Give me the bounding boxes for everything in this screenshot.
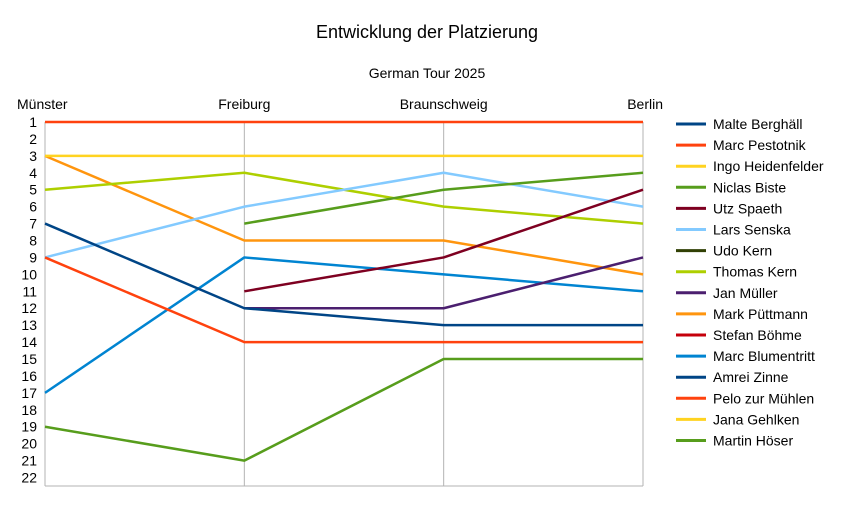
series-line (44, 222, 643, 327)
legend-label: Marc Pestotnik (713, 137, 807, 153)
y-tick-label: 4 (29, 165, 37, 181)
x-tick-label: Münster (17, 96, 68, 112)
legend-label: Ingo Heidenfelder (713, 158, 824, 174)
series-line (244, 188, 644, 293)
legend-label: Pelo zur Mühlen (713, 390, 814, 406)
y-tick-label: 20 (21, 436, 37, 452)
legend-label: Malte Berghäll (713, 116, 803, 132)
legend-label: Udo Kern (713, 243, 772, 259)
y-tick-label: 1 (29, 114, 37, 130)
legend-label: Amrei Zinne (713, 369, 789, 385)
series-line (44, 357, 643, 462)
y-tick-label: 21 (21, 453, 37, 469)
axes: Münster Freiburg Braunschweig Berlin1234567… (17, 96, 663, 486)
legend-label: Lars Senska (713, 222, 791, 238)
legend-label: Mark Püttmann (713, 306, 808, 322)
y-tick-label: 15 (21, 351, 37, 367)
x-tick-label: Braunschweig (400, 96, 488, 112)
legend-label: Marc Blumentritt (713, 348, 815, 364)
y-tick-label: 19 (21, 419, 37, 435)
x-tick-label: Berlin (627, 96, 663, 112)
y-tick-label: 11 (22, 283, 37, 299)
series-line (244, 171, 644, 225)
y-tick-label: 6 (29, 199, 37, 215)
y-tick-label: 16 (21, 368, 37, 384)
x-tick-label: Freiburg (218, 96, 270, 112)
y-tick-label: 5 (29, 182, 37, 198)
y-tick-label: 22 (21, 470, 37, 486)
y-tick-label: 17 (21, 385, 37, 401)
y-tick-label: 2 (29, 131, 37, 147)
y-tick-label: 18 (21, 402, 37, 418)
series-line (44, 256, 643, 344)
y-tick-label: 3 (29, 148, 37, 164)
y-tick-label: 12 (21, 300, 37, 316)
chart-title: Entwicklung der Platzierung (316, 22, 538, 42)
series-line (244, 256, 644, 310)
y-tick-label: 9 (29, 249, 37, 265)
series-line (44, 154, 644, 276)
legend-label: Utz Spaeth (713, 200, 782, 216)
legend-label: Jan Müller (713, 285, 778, 301)
series-lines (44, 120, 644, 462)
series-line (44, 171, 644, 259)
y-tick-label: 10 (21, 266, 37, 282)
legend-label: Jana Gehlken (713, 411, 799, 427)
y-tick-label: 13 (21, 317, 37, 333)
y-tick-label: 14 (21, 334, 37, 350)
chart-subtitle: German Tour 2025 (369, 65, 486, 81)
y-tick-label: 8 (29, 233, 37, 249)
legend: Malte Berghäll Marc Pestotnik Ingo Heidenf… (676, 116, 824, 449)
legend-label: Stefan Böhme (713, 327, 802, 343)
legend-label: Thomas Kern (713, 264, 797, 280)
legend-label: Martin Höser (713, 433, 793, 449)
plot-grid (44, 121, 644, 487)
y-tick-label: 7 (29, 216, 37, 232)
legend-label: Niclas Biste (713, 179, 786, 195)
